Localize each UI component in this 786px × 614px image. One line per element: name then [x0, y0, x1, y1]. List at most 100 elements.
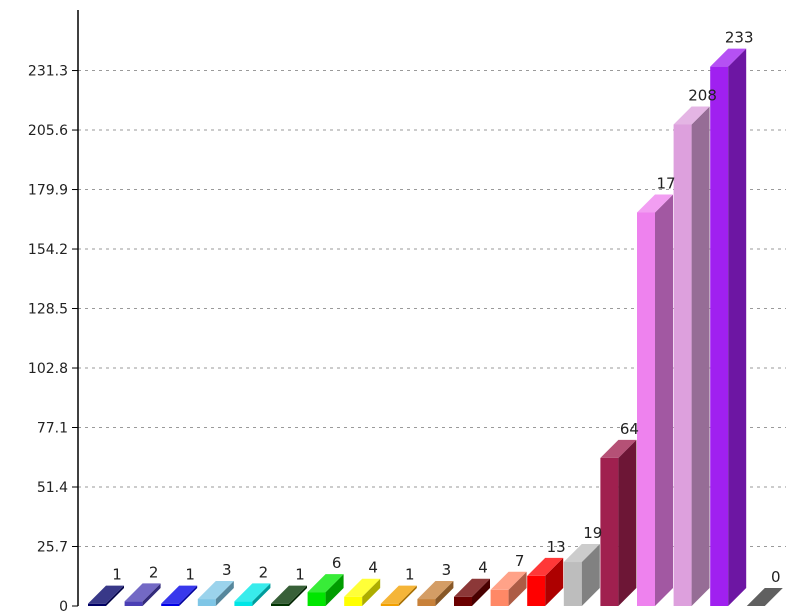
bars	[88, 48, 783, 607]
bar-value-label: 2	[259, 563, 269, 581]
bar-side	[215, 581, 234, 606]
y-tick-label: 77.1	[37, 421, 68, 437]
bar	[271, 585, 307, 606]
bar	[307, 574, 344, 606]
bar	[710, 48, 747, 607]
bar-front	[161, 603, 180, 606]
bar-top	[197, 581, 234, 600]
bar	[234, 583, 271, 606]
bar-top	[124, 583, 161, 602]
bar-top	[490, 571, 527, 590]
bar-front	[344, 596, 363, 606]
bar	[380, 585, 417, 606]
bar	[417, 581, 454, 606]
bar-top	[673, 106, 710, 125]
bar-side	[252, 583, 271, 606]
bar-side	[325, 574, 344, 606]
bar-front	[637, 212, 655, 606]
bar	[124, 583, 161, 606]
bar-side	[435, 581, 454, 606]
y-tick-label: 51.4	[37, 480, 68, 496]
bar-side	[508, 571, 527, 606]
bar-value-label: 17	[656, 174, 675, 192]
bar-value-label: 1	[112, 566, 122, 584]
bar-top	[527, 557, 564, 576]
bar-front	[307, 592, 326, 606]
bar-value-label: 1	[405, 566, 415, 584]
y-tick-label: 205.6	[28, 123, 68, 139]
bar	[746, 588, 783, 606]
y-axis: 0 25.7 51.4 77.1 102.8 128.5 154.2 179.9 205.6 23…	[28, 10, 79, 614]
bar-top	[454, 578, 490, 597]
bar	[490, 571, 527, 606]
bar-top	[637, 194, 673, 213]
bar-front	[563, 562, 582, 606]
bar-top	[234, 583, 271, 602]
bar-front	[234, 601, 253, 606]
bar-front	[88, 603, 106, 606]
bar-value-label: 4	[478, 559, 488, 577]
bar-value-label: 1	[185, 566, 195, 584]
bar-top	[710, 48, 747, 67]
y-tick-label: 25.7	[37, 540, 68, 556]
bar	[88, 585, 124, 606]
bar-value-label: 6	[332, 554, 342, 572]
bar-front	[197, 599, 216, 606]
bar-side	[655, 194, 673, 606]
y-tick-label: 154.2	[28, 242, 68, 258]
bar-value-label: 7	[515, 552, 525, 570]
bar	[161, 585, 198, 606]
bar-top	[271, 585, 307, 604]
bar-top	[746, 588, 783, 606]
y-tick-label: 0	[59, 599, 68, 614]
bar-top	[600, 439, 637, 458]
y-tick-label: 179.9	[28, 183, 68, 199]
bar-front	[380, 603, 399, 606]
bar-side	[142, 583, 161, 606]
bar-top	[161, 585, 198, 604]
y-tick-label: 102.8	[28, 361, 68, 377]
bar-side	[398, 585, 417, 606]
bar-top	[307, 574, 344, 593]
bar-front	[124, 601, 143, 606]
bar-front	[490, 589, 509, 606]
bar	[600, 439, 637, 606]
bar-value-label: 208	[688, 86, 717, 104]
bar	[344, 578, 381, 606]
bar-value-label: 13	[547, 538, 566, 556]
bar-side	[618, 439, 637, 606]
bar	[527, 557, 564, 606]
bar-front	[417, 599, 436, 606]
y-tick-label: 128.5	[28, 302, 68, 318]
bar-value-label: 3	[442, 561, 452, 579]
bar	[637, 194, 673, 606]
bar-value-label: 4	[368, 559, 378, 577]
bar-top	[563, 544, 600, 563]
bar	[454, 578, 490, 606]
bar-side	[691, 106, 710, 606]
bar-front	[710, 66, 729, 607]
bar-value-label: 0	[771, 568, 781, 586]
bar-value-label: 233	[725, 29, 754, 47]
bar	[673, 106, 710, 606]
bar-side	[106, 585, 124, 606]
bar-front	[454, 596, 472, 606]
bar	[563, 544, 600, 606]
bar-side	[362, 578, 381, 606]
bar-value-label: 1	[295, 566, 305, 584]
bar-value-label: 19	[583, 524, 602, 542]
bar-side	[728, 48, 747, 607]
bar-top	[88, 585, 124, 604]
bar-side	[289, 585, 307, 606]
bar-front	[527, 575, 546, 606]
bar-value-label: 64	[620, 420, 639, 438]
bar-value-label: 3	[222, 561, 232, 579]
bar-front	[673, 124, 692, 606]
bar-side	[581, 544, 600, 606]
bar-value-label: 2	[149, 563, 159, 581]
bar-side	[179, 585, 198, 606]
bar-front	[600, 457, 619, 606]
bar-side	[472, 578, 490, 606]
bar-top	[344, 578, 381, 597]
